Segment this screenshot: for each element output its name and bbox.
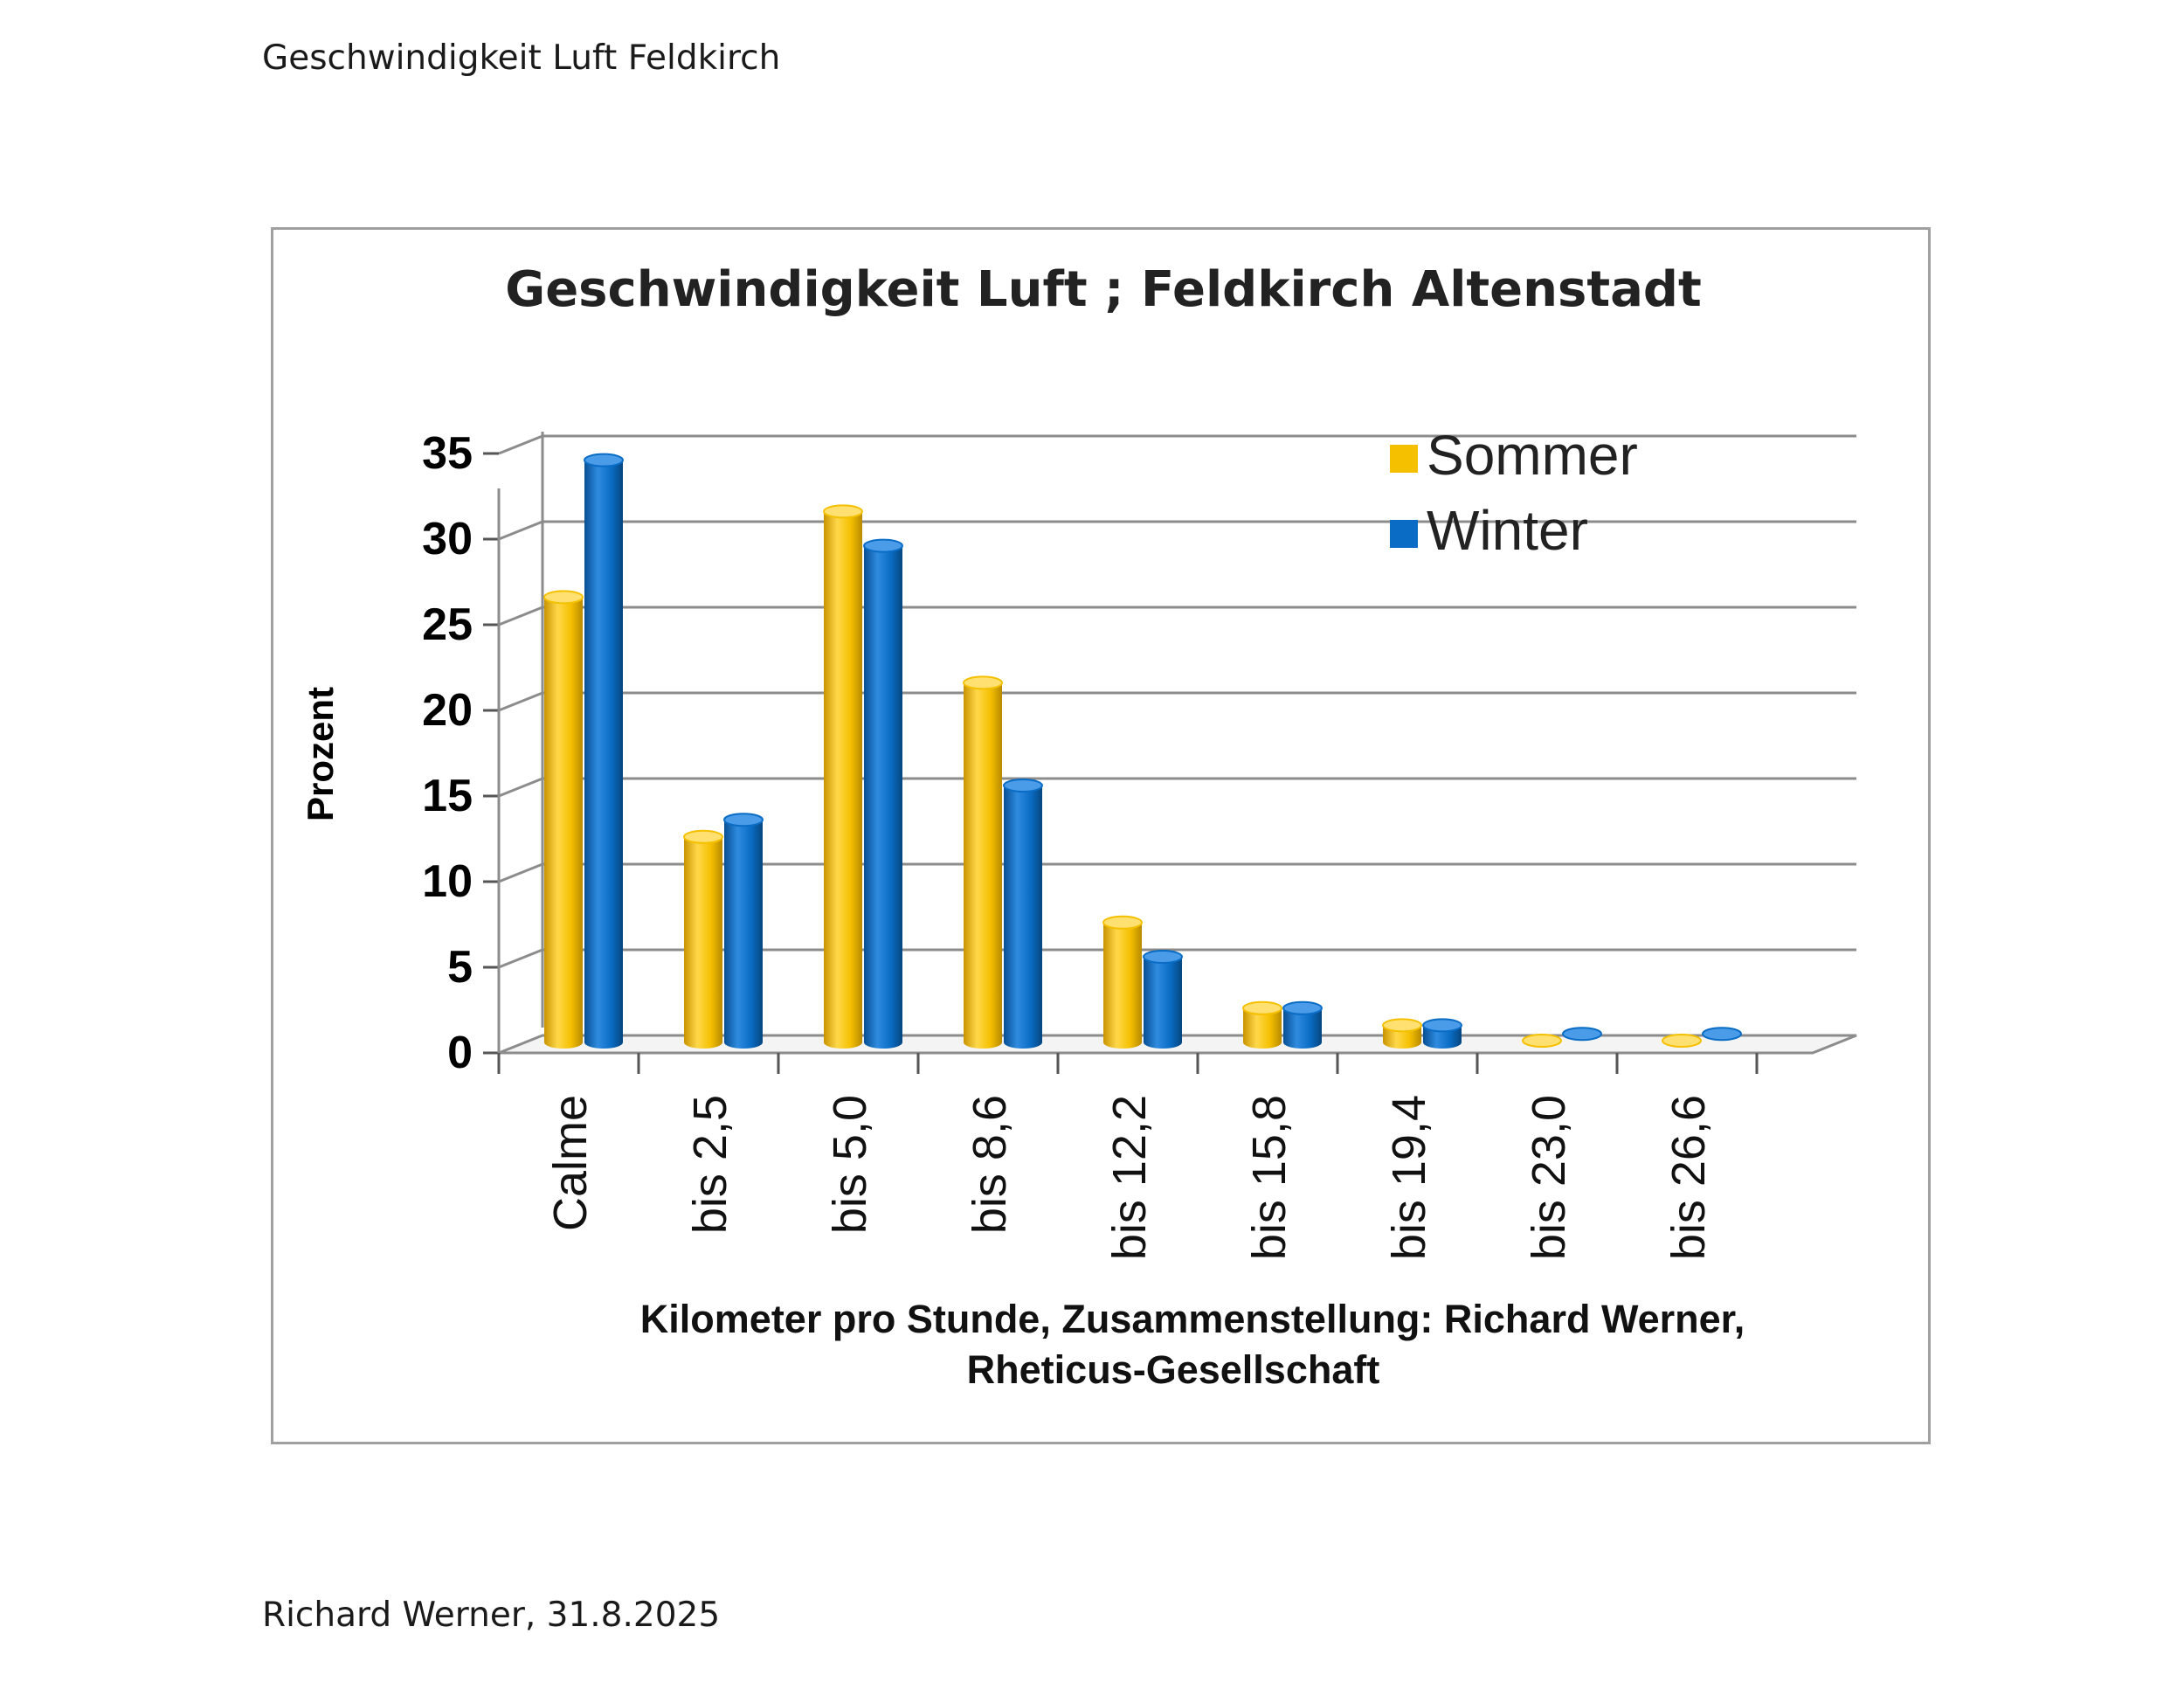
chart-title: Geschwindigkeit Luft ; Feldkirch Altenst…	[505, 261, 1702, 318]
gridline-diagonal	[498, 606, 543, 626]
y-tick-label: 30	[422, 514, 473, 564]
bar-winter-1	[723, 813, 764, 1049]
y-tick-label: 25	[422, 599, 473, 650]
document-header: Geschwindigkeit Luft Feldkirch	[262, 38, 781, 78]
bar-sommer-8	[1662, 1034, 1702, 1048]
bar-winter-6	[1422, 1018, 1462, 1049]
bar-sommer-2	[823, 504, 863, 1049]
gridline-diagonal	[498, 691, 543, 712]
legend-swatch-winter	[1390, 520, 1418, 548]
y-tick-label: 15	[422, 771, 473, 821]
bar-sommer-3	[963, 675, 1003, 1049]
x-tick-label: bis 23,0	[1523, 1095, 1575, 1260]
x-tick-label: bis 5,0	[824, 1095, 876, 1234]
y-tick-label: 35	[422, 428, 473, 479]
x-tick-label: bis 26,6	[1662, 1095, 1715, 1260]
bar-winter-4	[1143, 950, 1183, 1049]
legend-label-winter: Winter	[1427, 499, 1588, 562]
y-axis-label: Prozent	[300, 687, 341, 821]
gridline-diagonal	[498, 862, 543, 883]
y-tick-label: 0	[447, 1028, 473, 1078]
chart-frame: 0 5 10 15 20 25 30 35 Calme bis 2,5 bis 5,0 bis 8,6…	[271, 227, 1931, 1444]
legend-label-sommer: Sommer	[1427, 424, 1638, 487]
bar-winter-8	[1702, 1027, 1742, 1042]
bar-winter-5	[1282, 1000, 1323, 1049]
bar-sommer-0	[543, 590, 584, 1049]
gridline-diagonal	[498, 777, 543, 798]
gridline-diagonal	[498, 434, 543, 455]
x-tick-label: bis 19,4	[1383, 1095, 1435, 1260]
bar-winter-0	[584, 453, 624, 1049]
x-tick-label: bis 12,2	[1103, 1095, 1156, 1260]
bar-winter-2	[863, 538, 903, 1049]
x-axis-label-line1: Kilometer pro Stunde, Zusammenstellung: …	[640, 1297, 1745, 1341]
bar-sommer-4	[1102, 915, 1143, 1049]
bar-chart: 0 5 10 15 20 25 30 35 Calme bis 2,5 bis 5,0 bis 8,6…	[300, 261, 1857, 1392]
y-tick-label: 5	[447, 942, 473, 993]
legend: Sommer Winter	[1390, 424, 1638, 562]
x-axis-label-line2: Rheticus-Gesellschaft	[967, 1347, 1380, 1392]
bar-sommer-5	[1242, 1000, 1282, 1049]
bar-winter-3	[1003, 779, 1043, 1049]
gridline-diagonal	[498, 520, 543, 541]
bar-sommer-1	[683, 829, 723, 1049]
legend-swatch-sommer	[1390, 445, 1418, 473]
x-tick-label: bis 2,5	[684, 1095, 736, 1234]
y-tick-label: 20	[422, 685, 473, 736]
bar-sommer-7	[1522, 1034, 1562, 1048]
x-tick-label: bis 15,8	[1243, 1095, 1296, 1260]
y-tick-label: 10	[422, 856, 473, 907]
document-footer: Richard Werner, 31.8.2025	[262, 1596, 721, 1635]
bar-winter-7	[1562, 1027, 1602, 1042]
x-tick-label: bis 8,6	[964, 1095, 1016, 1234]
x-tick-label: Calme	[544, 1095, 597, 1231]
bar-sommer-6	[1382, 1018, 1422, 1049]
gridline-diagonal	[498, 948, 543, 969]
